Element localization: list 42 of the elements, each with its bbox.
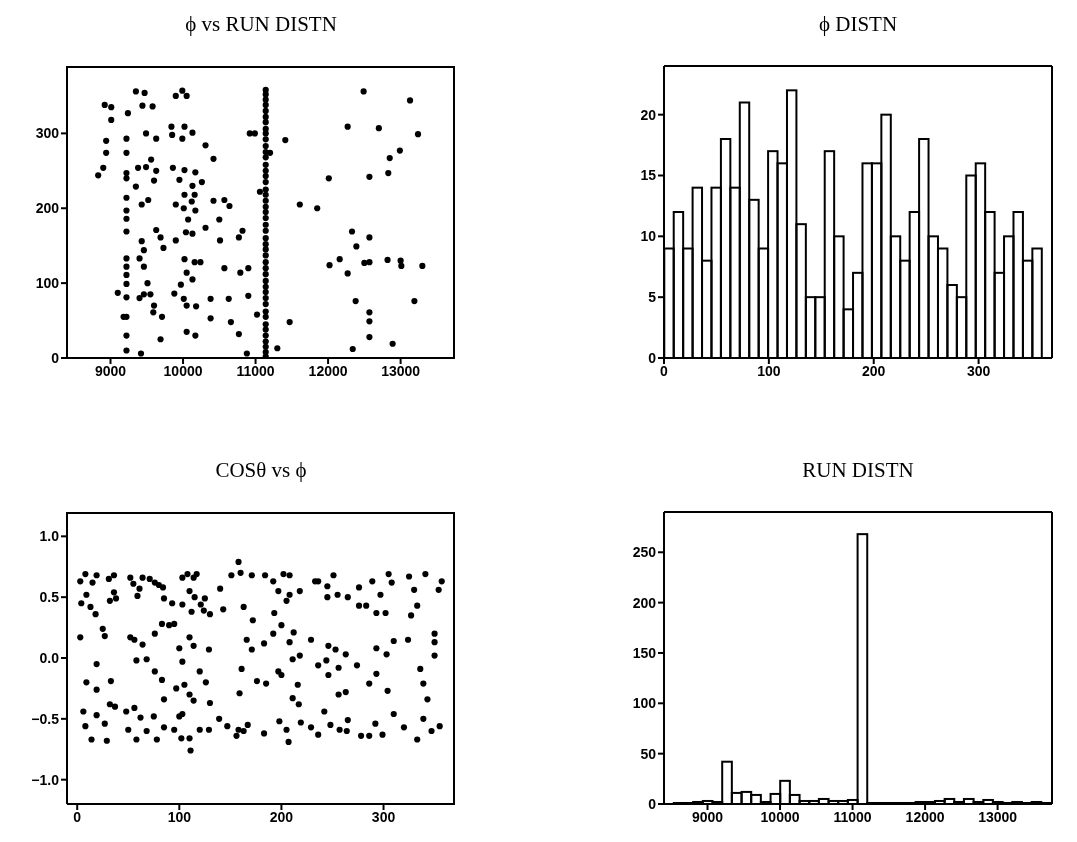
chart-title: ϕ vs RUN DISTN — [184, 12, 338, 37]
y-tick-label: 0.0 — [39, 649, 60, 666]
x-tick-label: 11000 — [236, 362, 275, 379]
y-tick-label: 5 — [648, 289, 657, 306]
y-tick-label: −0.5 — [31, 710, 60, 727]
x-tick-label: 200 — [269, 808, 294, 825]
x-tick-label: 100 — [757, 362, 781, 379]
x-tick-label: 10000 — [760, 808, 800, 825]
y-tick-label: 300 — [35, 125, 60, 142]
x-tick-label: 100 — [167, 808, 192, 825]
y-tick-label: 150 — [632, 644, 657, 661]
y-tick-label: 100 — [35, 275, 60, 292]
y-tick-label: 0 — [51, 349, 60, 366]
chart-title: RUN DISTN — [801, 458, 915, 483]
y-tick-label: 20 — [640, 106, 657, 123]
x-tick-label: 12000 — [308, 362, 348, 379]
y-tick-label: 100 — [632, 695, 657, 712]
x-tick-label: 12000 — [905, 808, 945, 825]
x-tick-label: 300 — [966, 362, 991, 379]
y-tick-label: 200 — [35, 200, 60, 217]
y-tick-label: 250 — [632, 544, 657, 561]
y-tick-label: 0.5 — [39, 589, 60, 606]
y-tick-label: 200 — [632, 594, 657, 611]
y-tick-label: 1.0 — [39, 528, 60, 545]
y-tick-label: 0 — [648, 795, 657, 812]
x-tick-label: 9000 — [691, 808, 724, 825]
chart-title: ϕ DISTN — [817, 12, 899, 37]
x-tick-label: 11000 — [833, 808, 872, 825]
y-tick-label: −1.0 — [31, 771, 60, 788]
x-tick-label: 300 — [371, 808, 396, 825]
y-tick-label: 10 — [640, 228, 657, 245]
y-tick-label: 50 — [640, 745, 657, 762]
x-tick-label: 13000 — [381, 362, 421, 379]
y-tick-label: 0 — [648, 349, 657, 366]
y-tick-label: 15 — [640, 167, 657, 184]
x-tick-label: 13000 — [978, 808, 1018, 825]
x-tick-label: 200 — [862, 362, 886, 379]
x-tick-label: 0 — [73, 808, 82, 825]
x-tick-label: 10000 — [163, 362, 203, 379]
chart-title: COSθ vs ϕ — [214, 458, 308, 483]
x-tick-label: 0 — [660, 362, 669, 379]
x-tick-label: 9000 — [94, 362, 127, 379]
